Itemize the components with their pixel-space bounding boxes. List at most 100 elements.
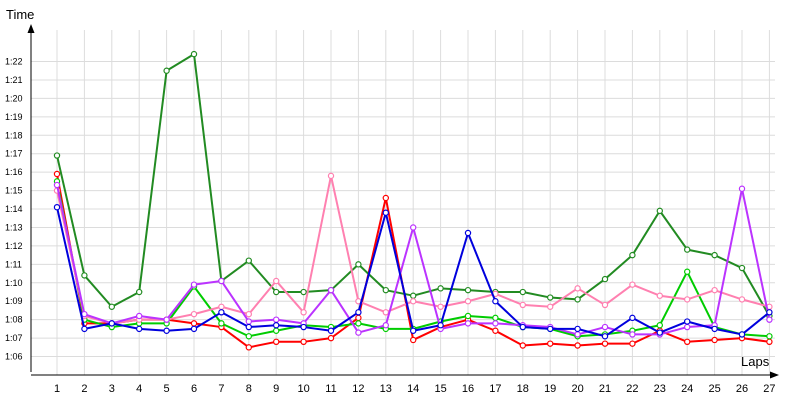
data-point [684, 323, 691, 331]
data-point [135, 288, 143, 296]
data-point [601, 301, 609, 309]
data-point [684, 318, 691, 325]
data-point [245, 257, 252, 264]
data-point [273, 322, 280, 329]
data-point [108, 303, 116, 310]
data-point [629, 340, 636, 347]
data-point [410, 298, 417, 305]
y-tick-label: 1:16 [5, 167, 23, 177]
data-point [190, 310, 198, 318]
data-point [273, 338, 280, 346]
y-tick-label: 1:09 [5, 296, 23, 306]
y-tick-label: 1:21 [5, 75, 23, 85]
data-point [684, 338, 691, 346]
data-point [382, 209, 389, 216]
x-tick-label: 7 [218, 383, 224, 395]
y-axis-arrow [27, 24, 35, 33]
data-point [574, 296, 581, 303]
x-tick-label: 10 [297, 383, 309, 395]
data-point [355, 309, 362, 316]
x-tick-label: 4 [136, 383, 142, 395]
x-tick-label: 22 [626, 383, 638, 395]
data-point [766, 316, 773, 323]
data-point [81, 272, 88, 279]
x-tick-label: 3 [109, 383, 115, 395]
data-point [464, 298, 472, 305]
data-point [273, 316, 280, 323]
x-tick-label: 11 [325, 383, 336, 395]
data-point [684, 246, 691, 253]
data-point [218, 309, 225, 316]
y-tick-label: 1:11 [5, 259, 22, 269]
data-point [547, 294, 554, 301]
data-point [766, 309, 773, 316]
data-point [492, 320, 499, 327]
x-tick-label: 8 [246, 383, 252, 395]
y-axis-title: Time [6, 7, 34, 22]
x-axis-arrow [770, 371, 779, 379]
y-tick-label: 1:19 [5, 112, 23, 122]
x-tick-label: 27 [763, 383, 775, 395]
data-point [629, 314, 636, 322]
data-point [273, 288, 280, 296]
data-point [218, 277, 225, 285]
x-tick-label: 9 [273, 383, 279, 395]
x-tick-label: 20 [571, 383, 583, 395]
x-tick-label: 2 [81, 383, 87, 395]
y-tick-labels: 1:06 1:07 1:08 1:09 1:10 1:11 1:12 1:13 1:14 1:15… [5, 57, 23, 362]
data-point [464, 312, 472, 320]
data-point [684, 268, 691, 275]
y-tick-label: 1:20 [5, 93, 23, 103]
data-point [437, 285, 444, 292]
x-tick-label: 1 [54, 383, 60, 395]
data-point [273, 277, 280, 285]
y-tick-label: 1:07 [5, 333, 23, 343]
data-point [53, 203, 61, 211]
data-point [437, 303, 444, 310]
data-point [355, 261, 362, 268]
data-point [245, 344, 252, 351]
data-point [355, 320, 362, 327]
data-point [382, 309, 389, 316]
y-tick-label: 1:15 [5, 186, 23, 196]
data-point [81, 325, 88, 333]
x-tick-label: 18 [517, 383, 529, 395]
data-point [574, 331, 581, 338]
data-point [327, 334, 335, 342]
x-tick-label: 21 [599, 383, 611, 395]
y-tick-label: 1:10 [5, 278, 23, 288]
data-point [245, 310, 252, 318]
data-point [574, 325, 581, 333]
data-point [163, 327, 170, 334]
data-point [766, 338, 773, 346]
x-tick-label: 15 [434, 383, 446, 395]
data-point [738, 185, 746, 192]
data-point [711, 325, 718, 333]
series [53, 203, 773, 340]
data-point [684, 296, 691, 303]
data-point [738, 264, 746, 272]
data-point [711, 286, 718, 294]
data-point [300, 323, 307, 331]
data-point [382, 286, 389, 294]
data-point [519, 288, 527, 296]
y-tick-label: 1:06 [5, 352, 23, 362]
data-point [218, 303, 225, 310]
data-point [656, 322, 664, 329]
data-point [81, 310, 88, 318]
data-point [300, 288, 307, 296]
y-tick-label: 1:22 [5, 57, 23, 67]
y-tick-label: 1:12 [5, 241, 23, 251]
data-point [437, 322, 444, 329]
data-point [163, 316, 170, 323]
x-tick-label: 23 [654, 383, 666, 395]
x-tick-label: 5 [164, 383, 170, 395]
data-point [601, 340, 609, 347]
data-point [163, 67, 170, 74]
y-tick-label: 1:08 [5, 315, 23, 325]
data-point [218, 320, 225, 327]
data-point [656, 207, 664, 215]
y-tick-label: 1:17 [5, 149, 23, 159]
